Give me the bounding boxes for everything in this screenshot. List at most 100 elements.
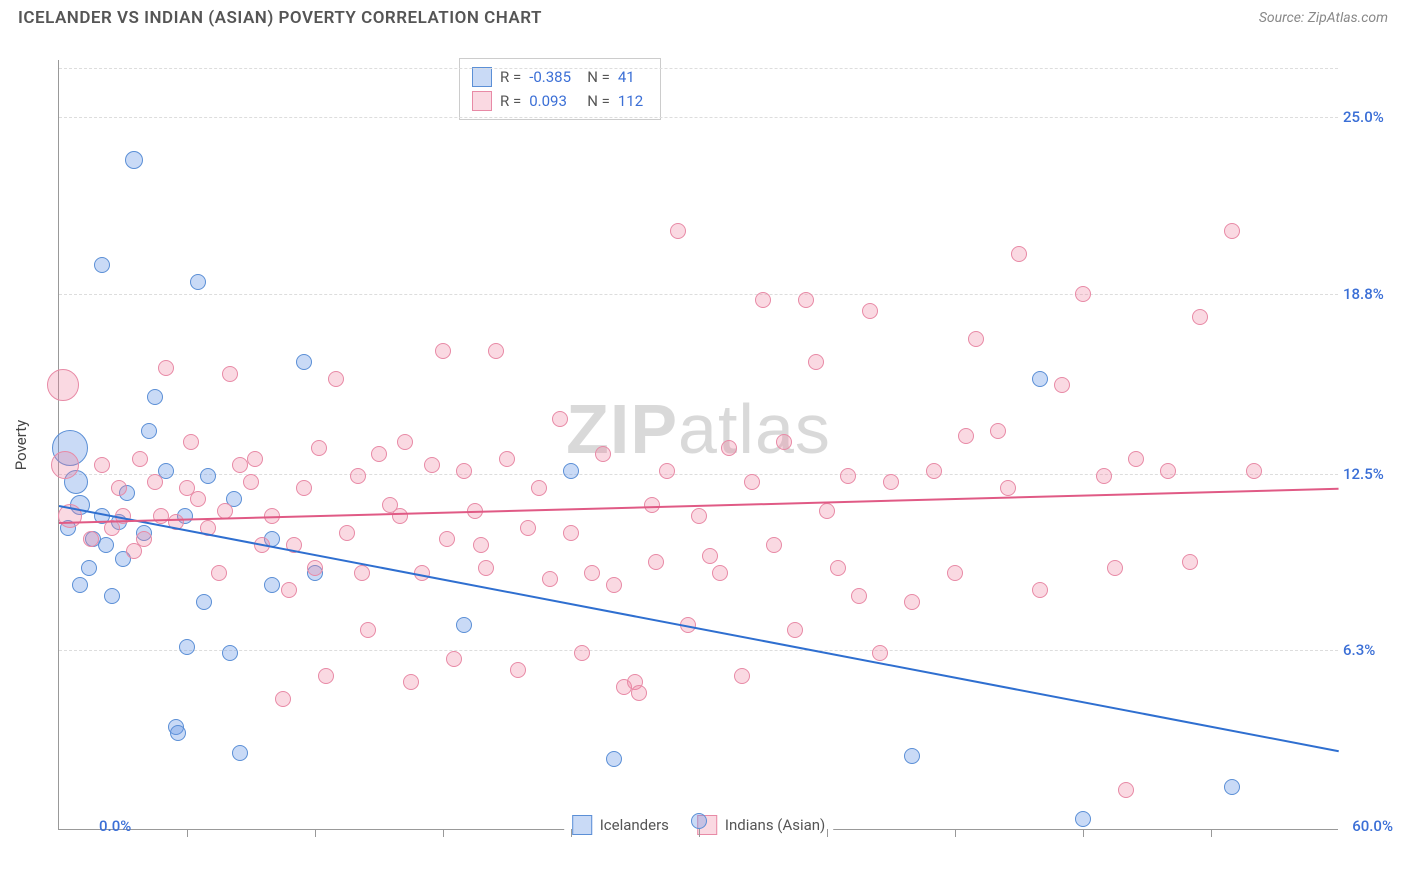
data-point bbox=[883, 474, 899, 490]
data-point bbox=[1032, 371, 1048, 387]
data-point bbox=[72, 577, 88, 593]
data-point bbox=[606, 577, 622, 593]
data-point bbox=[222, 366, 238, 382]
data-point bbox=[691, 508, 707, 524]
data-point bbox=[1000, 480, 1016, 496]
data-point bbox=[141, 423, 157, 439]
x-axis-max-label: 60.0% bbox=[1352, 817, 1393, 835]
data-point bbox=[766, 537, 782, 553]
data-point bbox=[904, 594, 920, 610]
data-point bbox=[243, 474, 259, 490]
x-tick bbox=[955, 829, 956, 837]
data-point bbox=[776, 434, 792, 450]
x-tick bbox=[187, 829, 188, 837]
data-point bbox=[1182, 554, 1198, 570]
x-tick bbox=[1083, 829, 1084, 837]
gridline bbox=[59, 294, 1338, 295]
stat-label-r: R = bbox=[500, 89, 521, 113]
data-point bbox=[339, 525, 355, 541]
data-point bbox=[147, 389, 163, 405]
data-point bbox=[1054, 377, 1070, 393]
data-point bbox=[872, 645, 888, 661]
data-point bbox=[473, 537, 489, 553]
data-point bbox=[222, 645, 238, 661]
gridline bbox=[59, 650, 1338, 651]
data-point bbox=[153, 508, 169, 524]
data-point bbox=[1192, 309, 1208, 325]
data-point bbox=[968, 331, 984, 347]
data-point bbox=[584, 565, 600, 581]
data-point bbox=[670, 223, 686, 239]
data-point bbox=[574, 645, 590, 661]
data-point bbox=[798, 292, 814, 308]
data-point bbox=[644, 497, 660, 513]
x-tick bbox=[315, 829, 316, 837]
data-point bbox=[435, 343, 451, 359]
chart-title: ICELANDER VS INDIAN (ASIAN) POVERTY CORR… bbox=[18, 8, 542, 28]
data-point bbox=[382, 497, 398, 513]
data-point bbox=[196, 594, 212, 610]
data-point bbox=[354, 565, 370, 581]
data-point bbox=[51, 451, 79, 479]
data-point bbox=[990, 423, 1006, 439]
data-point bbox=[862, 303, 878, 319]
data-point bbox=[478, 560, 494, 576]
data-point bbox=[200, 468, 216, 484]
data-point bbox=[397, 434, 413, 450]
data-point bbox=[446, 651, 462, 667]
legend-label-indians: Indians (Asian) bbox=[725, 816, 825, 834]
data-point bbox=[648, 554, 664, 570]
data-point bbox=[183, 434, 199, 450]
data-point bbox=[104, 588, 120, 604]
data-point bbox=[296, 480, 312, 496]
data-point bbox=[47, 369, 79, 401]
data-point bbox=[606, 751, 622, 767]
data-point bbox=[264, 577, 280, 593]
stat-label-n: N = bbox=[587, 89, 610, 113]
data-point bbox=[456, 617, 472, 633]
data-point bbox=[499, 451, 515, 467]
data-point bbox=[1011, 246, 1027, 262]
data-point bbox=[232, 745, 248, 761]
data-point bbox=[217, 503, 233, 519]
data-point bbox=[296, 354, 312, 370]
data-point bbox=[721, 440, 737, 456]
data-point bbox=[1246, 463, 1262, 479]
gridline bbox=[59, 117, 1338, 118]
data-point bbox=[904, 748, 920, 764]
data-point bbox=[1075, 286, 1091, 302]
data-point bbox=[232, 457, 248, 473]
data-point bbox=[83, 531, 99, 547]
data-point bbox=[424, 457, 440, 473]
data-point bbox=[275, 691, 291, 707]
x-axis-min-label: 0.0% bbox=[99, 817, 131, 835]
data-point bbox=[403, 674, 419, 690]
legend-item-indians: Indians (Asian) bbox=[697, 815, 825, 835]
data-point bbox=[819, 503, 835, 519]
data-point bbox=[360, 622, 376, 638]
data-point bbox=[744, 474, 760, 490]
legend-swatch-icelanders bbox=[572, 815, 592, 835]
x-tick bbox=[1211, 829, 1212, 837]
data-point bbox=[552, 411, 568, 427]
data-point bbox=[311, 440, 327, 456]
data-point bbox=[808, 354, 824, 370]
data-point bbox=[350, 468, 366, 484]
watermark-part2: atlas bbox=[678, 390, 831, 468]
data-point bbox=[631, 685, 647, 701]
data-point bbox=[81, 560, 97, 576]
data-point bbox=[830, 560, 846, 576]
x-tick bbox=[443, 829, 444, 837]
data-point bbox=[926, 463, 942, 479]
data-point bbox=[307, 560, 323, 576]
data-point bbox=[1118, 782, 1134, 798]
data-point bbox=[158, 360, 174, 376]
data-point bbox=[170, 725, 186, 741]
data-point bbox=[125, 151, 143, 169]
data-point bbox=[132, 451, 148, 467]
data-point bbox=[659, 463, 675, 479]
data-point bbox=[1075, 811, 1091, 827]
data-point bbox=[510, 662, 526, 678]
data-point bbox=[371, 446, 387, 462]
gridline bbox=[59, 68, 1338, 69]
